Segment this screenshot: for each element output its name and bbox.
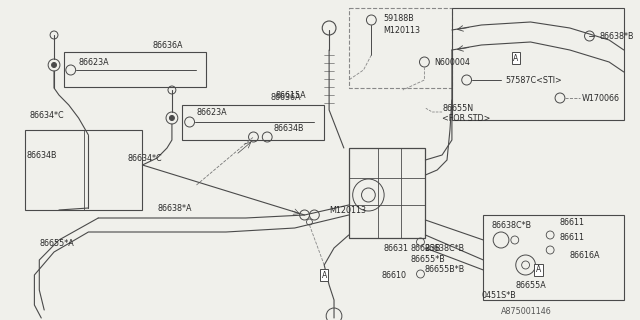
- Text: 86638*B: 86638*B: [599, 31, 634, 41]
- Text: 86655A: 86655A: [516, 281, 547, 290]
- Bar: [483, 215, 624, 300]
- Text: 86636A: 86636A: [270, 92, 301, 101]
- Text: 86655N: 86655N: [442, 103, 473, 113]
- Text: M120113: M120113: [383, 26, 420, 35]
- Text: 86623A: 86623A: [79, 58, 109, 67]
- Bar: [64, 52, 206, 87]
- Text: 86611: 86611: [560, 233, 585, 242]
- Text: 0451S*B: 0451S*B: [481, 291, 516, 300]
- Text: 86655B*B: 86655B*B: [424, 266, 465, 275]
- Bar: [349, 148, 426, 238]
- Text: M120113: M120113: [329, 205, 366, 214]
- Text: 86634B: 86634B: [273, 124, 303, 132]
- Bar: [452, 8, 624, 120]
- Text: N600004: N600004: [434, 58, 470, 67]
- Text: A875001146: A875001146: [501, 308, 552, 316]
- Text: 86634*C: 86634*C: [29, 110, 64, 119]
- Text: A: A: [536, 266, 541, 275]
- Text: 86638*A: 86638*A: [157, 204, 192, 212]
- Text: A: A: [321, 270, 327, 279]
- Text: 86615A: 86615A: [275, 91, 306, 100]
- Text: 86634B: 86634B: [26, 150, 57, 159]
- Text: 86616A: 86616A: [570, 251, 600, 260]
- Text: 86623B: 86623B: [411, 244, 441, 252]
- Text: 86623A: 86623A: [196, 108, 227, 116]
- Text: 86655*B: 86655*B: [411, 255, 445, 265]
- Text: A: A: [513, 53, 518, 62]
- Text: 86610: 86610: [381, 270, 406, 279]
- Text: 57587C<STI>: 57587C<STI>: [505, 76, 562, 84]
- Text: 86638C*B: 86638C*B: [424, 244, 465, 252]
- Text: <FOR STD>: <FOR STD>: [442, 114, 490, 123]
- Text: 86638C*B: 86638C*B: [492, 220, 531, 229]
- Text: 86634*C: 86634*C: [128, 154, 163, 163]
- Text: W170066: W170066: [582, 93, 620, 102]
- Circle shape: [52, 62, 56, 68]
- Bar: [24, 130, 143, 210]
- Text: 86631: 86631: [383, 244, 408, 252]
- Text: 86636A: 86636A: [152, 41, 183, 50]
- Circle shape: [170, 116, 174, 121]
- Text: 86611: 86611: [560, 218, 585, 227]
- Text: 86655*A: 86655*A: [39, 238, 74, 247]
- Bar: [182, 105, 324, 140]
- Bar: [349, 8, 452, 88]
- Text: 59188B: 59188B: [383, 13, 414, 22]
